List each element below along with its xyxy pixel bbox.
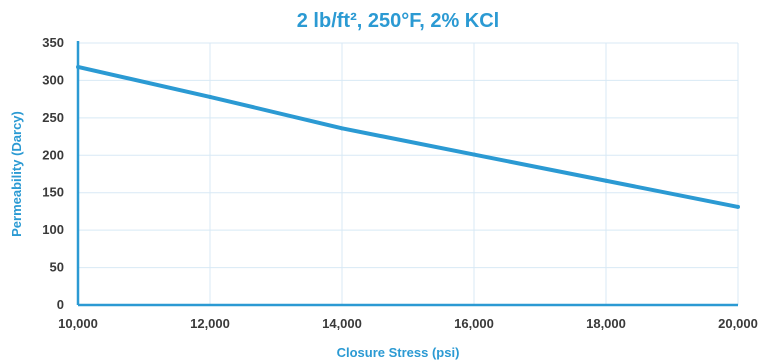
grid-layer <box>78 42 739 305</box>
data-point <box>472 152 476 157</box>
x-tick-label: 14,000 <box>322 316 362 331</box>
x-tick-label: 16,000 <box>454 316 494 331</box>
data-point <box>340 126 344 131</box>
y-axis-title: Permeability (Darcy) <box>9 111 24 237</box>
axes-layer <box>76 41 738 307</box>
chart-title: 2 lb/ft², 250°F, 2% KCl <box>297 10 500 32</box>
x-tick-label: 20,000 <box>718 316 758 331</box>
data-point <box>208 94 212 99</box>
y-tick-label: 200 <box>42 147 64 162</box>
y-tick-label: 0 <box>57 297 64 312</box>
y-tick-label: 350 <box>42 35 64 50</box>
x-tick-label: 10,000 <box>58 316 98 331</box>
y-tick-label: 250 <box>42 110 64 125</box>
x-axis-title: Closure Stress (psi) <box>337 345 460 360</box>
series-line <box>77 65 739 209</box>
data-point <box>736 204 740 209</box>
ticks-layer: 0 50 100 150 200 250 300 350 10,000 12,000 14,000 1… <box>42 35 758 331</box>
series-layer <box>76 64 740 209</box>
data-point <box>76 64 80 69</box>
y-tick-label: 300 <box>42 72 64 87</box>
y-tick-label: 100 <box>42 222 64 237</box>
x-tick-label: 18,000 <box>586 316 626 331</box>
y-tick-label: 50 <box>50 260 64 275</box>
y-tick-label: 150 <box>42 185 64 200</box>
data-point <box>604 178 608 183</box>
x-tick-label: 12,000 <box>190 316 230 331</box>
